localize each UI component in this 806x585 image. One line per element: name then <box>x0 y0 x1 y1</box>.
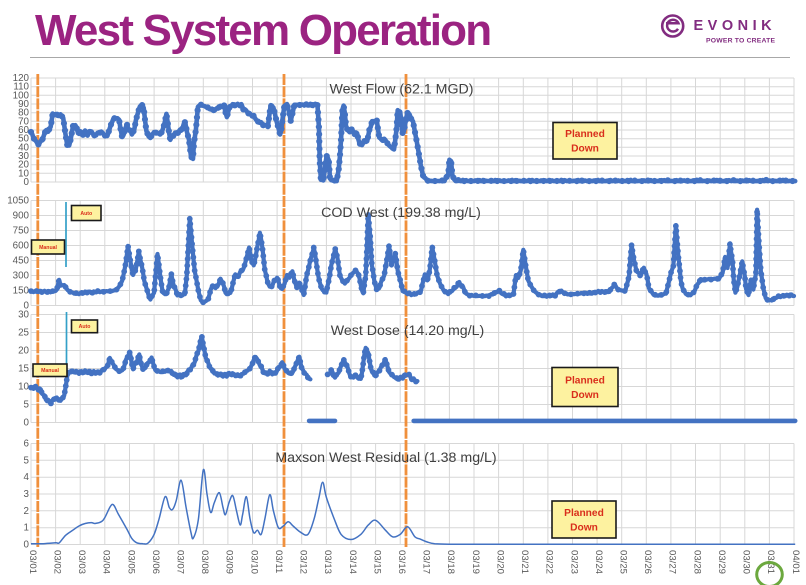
svg-text:30: 30 <box>18 310 29 321</box>
svg-text:110: 110 <box>13 82 29 93</box>
svg-text:Maxson West Residual (1.38 mg/: Maxson West Residual (1.38 mg/L) <box>275 450 496 466</box>
svg-text:0: 0 <box>24 177 30 188</box>
svg-text:04/01: 04/01 <box>790 550 801 574</box>
svg-text:1: 1 <box>24 523 29 534</box>
svg-text:Auto: Auto <box>79 324 91 330</box>
svg-text:03/02: 03/02 <box>51 550 62 574</box>
svg-text:03/25: 03/25 <box>618 550 629 574</box>
svg-text:100: 100 <box>13 90 30 101</box>
svg-text:Down: Down <box>571 390 599 401</box>
svg-text:25: 25 <box>18 328 29 339</box>
svg-text:3: 3 <box>24 489 30 500</box>
svg-text:03/19: 03/19 <box>470 550 481 574</box>
svg-text:03/27: 03/27 <box>667 550 678 574</box>
svg-text:600: 600 <box>13 241 30 252</box>
svg-text:03/08: 03/08 <box>199 550 210 574</box>
svg-text:Manual: Manual <box>39 245 57 251</box>
svg-text:750: 750 <box>13 226 30 237</box>
svg-text:5: 5 <box>24 400 30 411</box>
svg-text:0: 0 <box>24 418 30 429</box>
svg-text:Planned: Planned <box>565 375 605 386</box>
svg-text:03/22: 03/22 <box>544 550 555 574</box>
svg-text:30: 30 <box>18 151 29 162</box>
svg-text:150: 150 <box>13 286 30 297</box>
svg-text:03/14: 03/14 <box>347 550 358 575</box>
svg-text:COD West (199.38 mg/L): COD West (199.38 mg/L) <box>321 205 481 221</box>
svg-text:03/01: 03/01 <box>27 550 38 574</box>
svg-text:80: 80 <box>18 108 29 119</box>
svg-text:03/24: 03/24 <box>593 550 604 575</box>
svg-text:50: 50 <box>18 134 29 145</box>
svg-text:300: 300 <box>13 271 30 282</box>
svg-text:1050: 1050 <box>7 196 29 207</box>
svg-text:60: 60 <box>18 125 29 136</box>
svg-text:Down: Down <box>570 522 598 533</box>
svg-text:900: 900 <box>13 211 30 222</box>
svg-text:03/16: 03/16 <box>396 550 407 574</box>
svg-text:0: 0 <box>24 540 30 551</box>
svg-text:4: 4 <box>24 472 30 483</box>
svg-text:03/06: 03/06 <box>150 550 161 574</box>
svg-text:5: 5 <box>24 455 30 466</box>
svg-text:20: 20 <box>18 160 29 171</box>
svg-text:6: 6 <box>24 439 30 450</box>
svg-text:03/26: 03/26 <box>642 550 653 574</box>
svg-text:03/20: 03/20 <box>494 550 505 574</box>
svg-text:0: 0 <box>24 301 30 312</box>
svg-text:2: 2 <box>24 506 29 517</box>
svg-text:120: 120 <box>13 73 30 84</box>
svg-text:03/09: 03/09 <box>224 550 235 574</box>
svg-text:Planned: Planned <box>564 508 604 519</box>
svg-text:10: 10 <box>18 168 29 179</box>
svg-text:03/30: 03/30 <box>741 550 752 574</box>
svg-text:20: 20 <box>18 346 29 357</box>
svg-text:03/29: 03/29 <box>716 550 727 574</box>
svg-text:03/28: 03/28 <box>691 550 702 574</box>
svg-text:450: 450 <box>13 256 30 267</box>
svg-text:03/05: 03/05 <box>125 550 136 574</box>
svg-text:03/03: 03/03 <box>76 550 87 574</box>
svg-text:Down: Down <box>571 144 599 155</box>
svg-text:03/17: 03/17 <box>421 550 432 574</box>
svg-text:03/04: 03/04 <box>101 550 112 575</box>
svg-text:03/07: 03/07 <box>175 550 186 574</box>
svg-text:West Dose (14.20 mg/L): West Dose (14.20 mg/L) <box>331 323 485 339</box>
svg-text:EVONIK: EVONIK <box>694 18 777 34</box>
svg-text:03/12: 03/12 <box>298 550 309 574</box>
svg-text:15: 15 <box>18 364 29 375</box>
svg-text:03/21: 03/21 <box>519 550 530 574</box>
svg-text:10: 10 <box>18 382 29 393</box>
svg-text:03/23: 03/23 <box>568 550 579 574</box>
svg-text:70: 70 <box>18 116 29 127</box>
svg-text:POWER TO CREATE: POWER TO CREATE <box>706 37 775 44</box>
svg-text:03/18: 03/18 <box>445 550 456 574</box>
svg-text:West Flow (62.1 MGD): West Flow (62.1 MGD) <box>329 82 473 98</box>
svg-text:03/15: 03/15 <box>371 550 382 574</box>
svg-text:03/10: 03/10 <box>248 550 259 574</box>
svg-text:40: 40 <box>18 142 29 153</box>
svg-text:Planned: Planned <box>565 129 605 140</box>
svg-text:03/11: 03/11 <box>273 550 284 573</box>
svg-text:90: 90 <box>18 99 29 110</box>
svg-text:Auto: Auto <box>80 211 92 217</box>
svg-text:03/13: 03/13 <box>322 550 333 574</box>
svg-text:Manual: Manual <box>41 368 59 374</box>
